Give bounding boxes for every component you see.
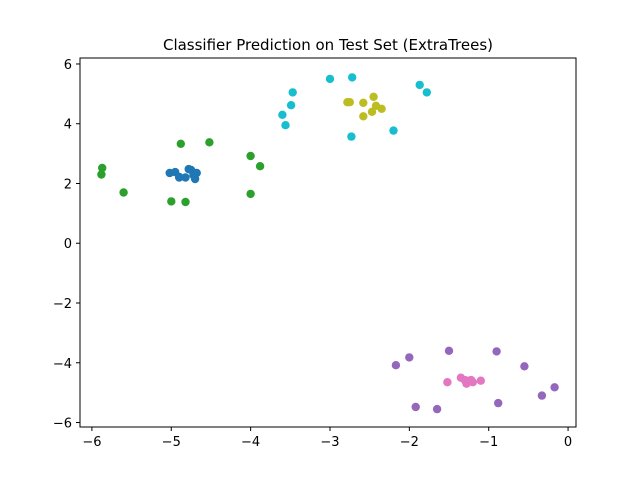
data-point bbox=[97, 170, 106, 179]
data-point bbox=[281, 121, 290, 130]
data-point bbox=[246, 189, 255, 199]
data-point bbox=[175, 172, 184, 182]
data-point bbox=[181, 197, 190, 207]
data-point bbox=[377, 104, 386, 114]
y-tick-label: −6 bbox=[53, 417, 72, 432]
x-tick-label: −4 bbox=[241, 435, 260, 450]
data-point bbox=[288, 88, 297, 97]
data-point bbox=[494, 398, 503, 408]
data-point bbox=[119, 188, 128, 197]
x-tick-label: 0 bbox=[564, 435, 572, 450]
x-tick-label: −3 bbox=[320, 435, 339, 450]
y-tick-label: −2 bbox=[53, 297, 72, 312]
data-point bbox=[389, 126, 398, 135]
data-point bbox=[347, 132, 356, 141]
x-tick-label: −1 bbox=[479, 435, 498, 450]
data-point bbox=[476, 376, 485, 385]
data-point bbox=[432, 404, 442, 414]
data-point bbox=[359, 98, 368, 108]
plot-frame bbox=[79, 57, 577, 428]
data-point bbox=[325, 74, 335, 84]
data-point bbox=[405, 353, 414, 362]
data-point bbox=[537, 391, 547, 400]
data-point bbox=[492, 347, 501, 356]
data-point bbox=[278, 110, 287, 120]
data-point bbox=[98, 163, 107, 173]
x-tick-label: −6 bbox=[82, 435, 101, 450]
data-point bbox=[246, 151, 255, 161]
data-point bbox=[286, 101, 296, 110]
data-point bbox=[468, 378, 477, 387]
data-point bbox=[176, 139, 185, 148]
data-point bbox=[348, 73, 357, 82]
data-point bbox=[369, 92, 378, 102]
data-point bbox=[255, 162, 265, 171]
points-layer bbox=[97, 73, 559, 414]
data-point bbox=[181, 173, 190, 182]
data-point bbox=[192, 168, 201, 178]
x-tick-label: −5 bbox=[162, 435, 181, 450]
y-tick-label: −4 bbox=[53, 357, 72, 372]
data-point bbox=[422, 88, 431, 97]
data-point bbox=[205, 138, 214, 147]
chart-title: Classifier Prediction on Test Set (Extra… bbox=[163, 36, 493, 54]
data-point bbox=[367, 107, 377, 117]
data-point bbox=[167, 197, 176, 206]
y-tick-label: 0 bbox=[64, 237, 72, 252]
data-point bbox=[411, 402, 420, 412]
data-point bbox=[444, 346, 454, 355]
y-tick-label: 2 bbox=[64, 177, 72, 192]
data-point bbox=[520, 362, 529, 371]
data-point bbox=[391, 361, 401, 370]
y-tick-label: 4 bbox=[64, 118, 72, 133]
data-point bbox=[550, 383, 559, 392]
data-point bbox=[443, 378, 452, 387]
y-tick-label: 6 bbox=[64, 58, 72, 73]
data-point bbox=[345, 98, 354, 107]
axes-layer: −6 −5 −4 −3 −2 −1 0 −6 −4 −2 0 2 4 6 bbox=[53, 57, 577, 450]
data-point bbox=[359, 112, 368, 121]
data-point bbox=[415, 80, 424, 90]
x-tick-label: −2 bbox=[400, 435, 419, 450]
